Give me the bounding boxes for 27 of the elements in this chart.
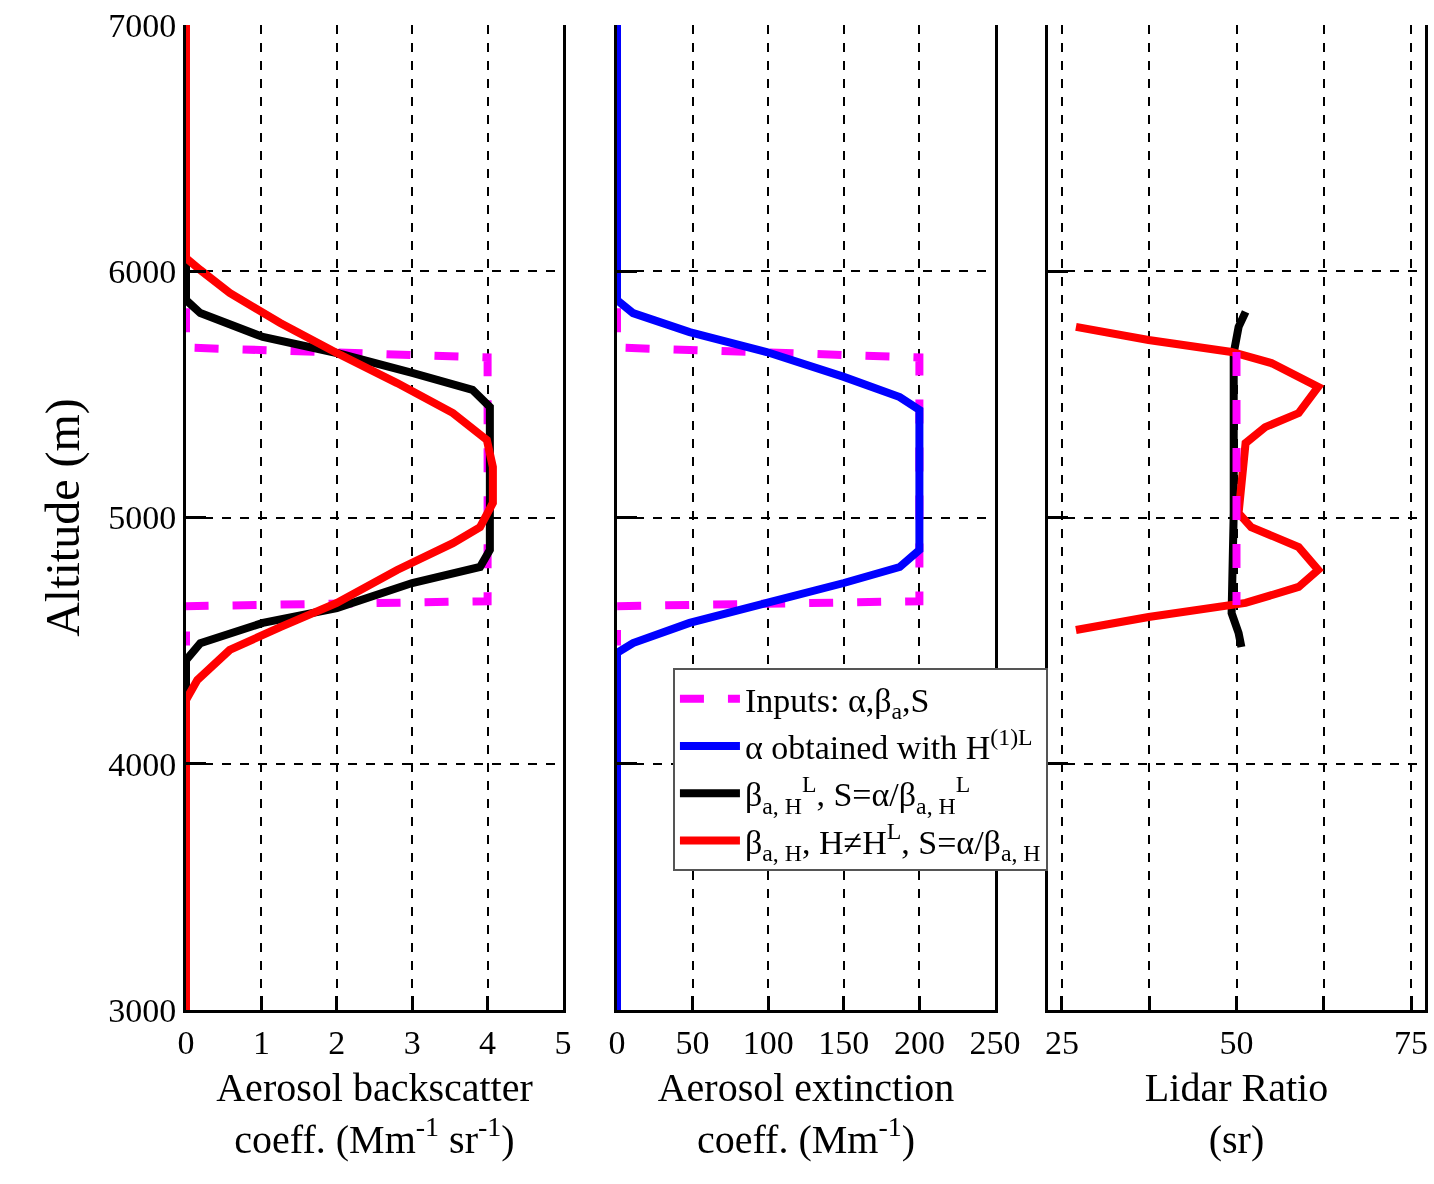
x-tick-label: 250 xyxy=(969,1023,1021,1061)
x-tick-label: 2 xyxy=(328,1023,346,1061)
x-axis-title: Aerosol backscatter coeff. (Mm$^{-1}$ sr$^{-1}$) xyxy=(216,1065,533,1163)
x-tick-label: 200 xyxy=(893,1023,945,1061)
y-tick-label: 7000 xyxy=(108,6,177,44)
x-tick-label: 25 xyxy=(1044,1023,1079,1061)
text: β$_{a, H}$, H≠H$^{L}$, S=α/β$_{a, H}$ xyxy=(744,818,1041,866)
x-tick-label: 150 xyxy=(818,1023,870,1061)
y-tick-label: 6000 xyxy=(108,253,177,291)
legend-label: Inputs: α,β$_{a}$,S xyxy=(744,682,930,725)
x-tick-label: 5 xyxy=(554,1023,572,1061)
x-tick-label: 50 xyxy=(1219,1023,1254,1061)
x-axis-title: Aerosol extinction coeff. (Mm$^{-1}$) xyxy=(657,1065,955,1163)
y-tick-label: 4000 xyxy=(108,745,177,783)
x-axis-title: Lidar Ratio (sr) xyxy=(1144,1065,1329,1163)
x-tick-label: 0 xyxy=(608,1023,626,1061)
y-tick-label: 3000 xyxy=(108,991,177,1029)
x-tick-label: 100 xyxy=(742,1023,794,1061)
x-tick-label: 1 xyxy=(252,1023,270,1061)
y-tick-label: 5000 xyxy=(108,499,177,537)
x-tick-label: 50 xyxy=(675,1023,710,1061)
x-tick-label: 0 xyxy=(177,1023,195,1061)
x-tick-label: 3 xyxy=(403,1023,421,1061)
y-axis-title: Altitude (m) xyxy=(35,398,90,637)
x-tick-label: 4 xyxy=(479,1023,497,1061)
x-tick-label: 75 xyxy=(1394,1023,1429,1061)
legend-label: α obtained with H$^{(1)L}$ xyxy=(744,723,1033,767)
